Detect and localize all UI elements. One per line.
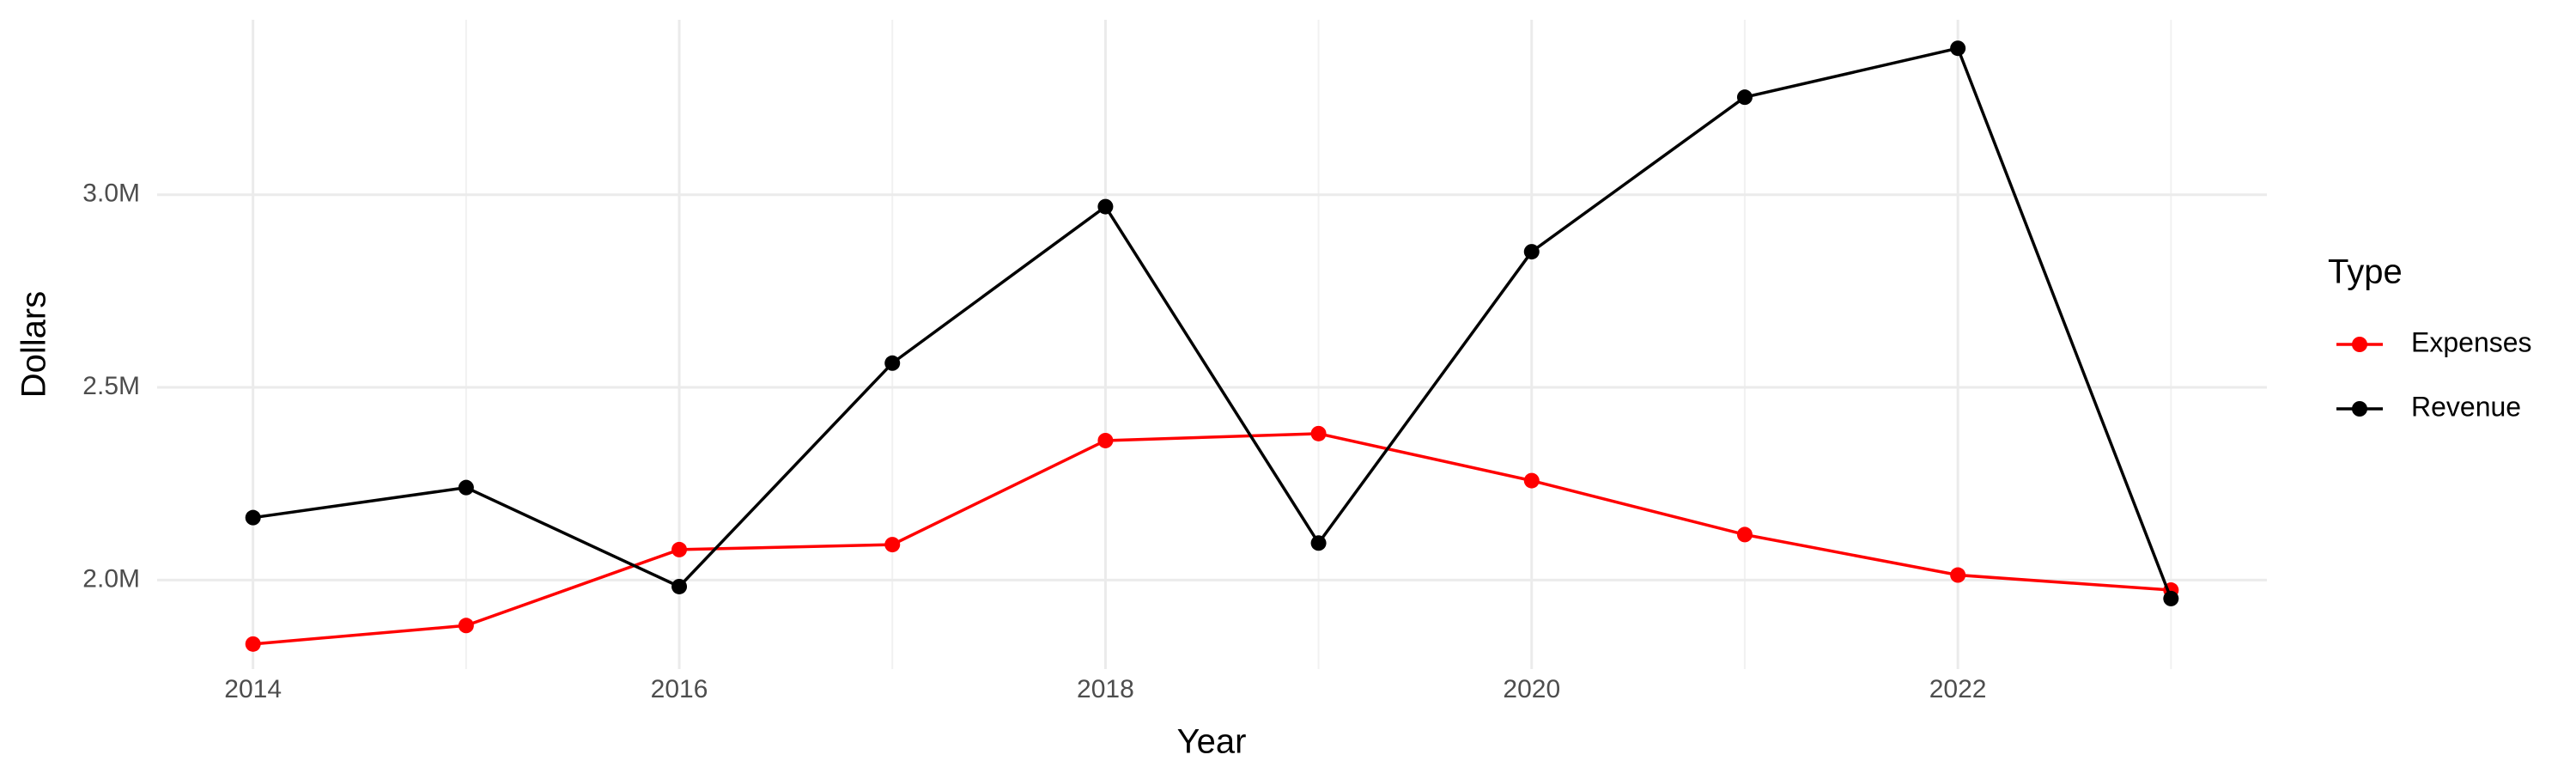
data-point (1950, 40, 1966, 57)
data-point (671, 578, 688, 594)
y-tick-label: 2.0M (82, 564, 140, 593)
series-line (252, 432, 2172, 646)
y-axis-title: Dollars (15, 291, 53, 398)
data-point (1523, 244, 1540, 260)
x-tick-label: 2020 (1503, 675, 1560, 703)
y-tick-label: 2.5M (82, 372, 140, 400)
data-point (1736, 89, 1753, 106)
legend-point (2352, 337, 2367, 352)
data-point (458, 618, 474, 634)
grid (157, 20, 2267, 669)
x-tick-label: 2016 (651, 675, 708, 703)
data-point (245, 636, 261, 652)
data-point (1310, 425, 1327, 441)
y-tick-label: 3.0M (82, 180, 140, 208)
x-tick-label: 2022 (1929, 675, 1987, 703)
x-tick-label: 2018 (1077, 675, 1134, 703)
data-point (245, 509, 261, 526)
x-tick-label: 2014 (224, 675, 282, 703)
data-point (884, 537, 901, 553)
series-line (252, 46, 2172, 600)
legend-label: Expenses (2411, 326, 2532, 357)
data-point (884, 355, 901, 371)
data-point (1523, 472, 1540, 489)
data-point (458, 479, 474, 496)
data-point (1097, 198, 1114, 215)
data-point (1097, 432, 1114, 448)
legend-label: Revenue (2411, 391, 2521, 422)
data-point (671, 541, 688, 557)
data-point (1950, 567, 1966, 583)
data-point (2163, 590, 2179, 606)
data-point (1310, 535, 1327, 551)
legend-title: Type (2328, 253, 2403, 291)
data-point (1736, 526, 1753, 543)
x-axis-title: Year (1177, 723, 1247, 761)
legend-point (2352, 401, 2367, 417)
